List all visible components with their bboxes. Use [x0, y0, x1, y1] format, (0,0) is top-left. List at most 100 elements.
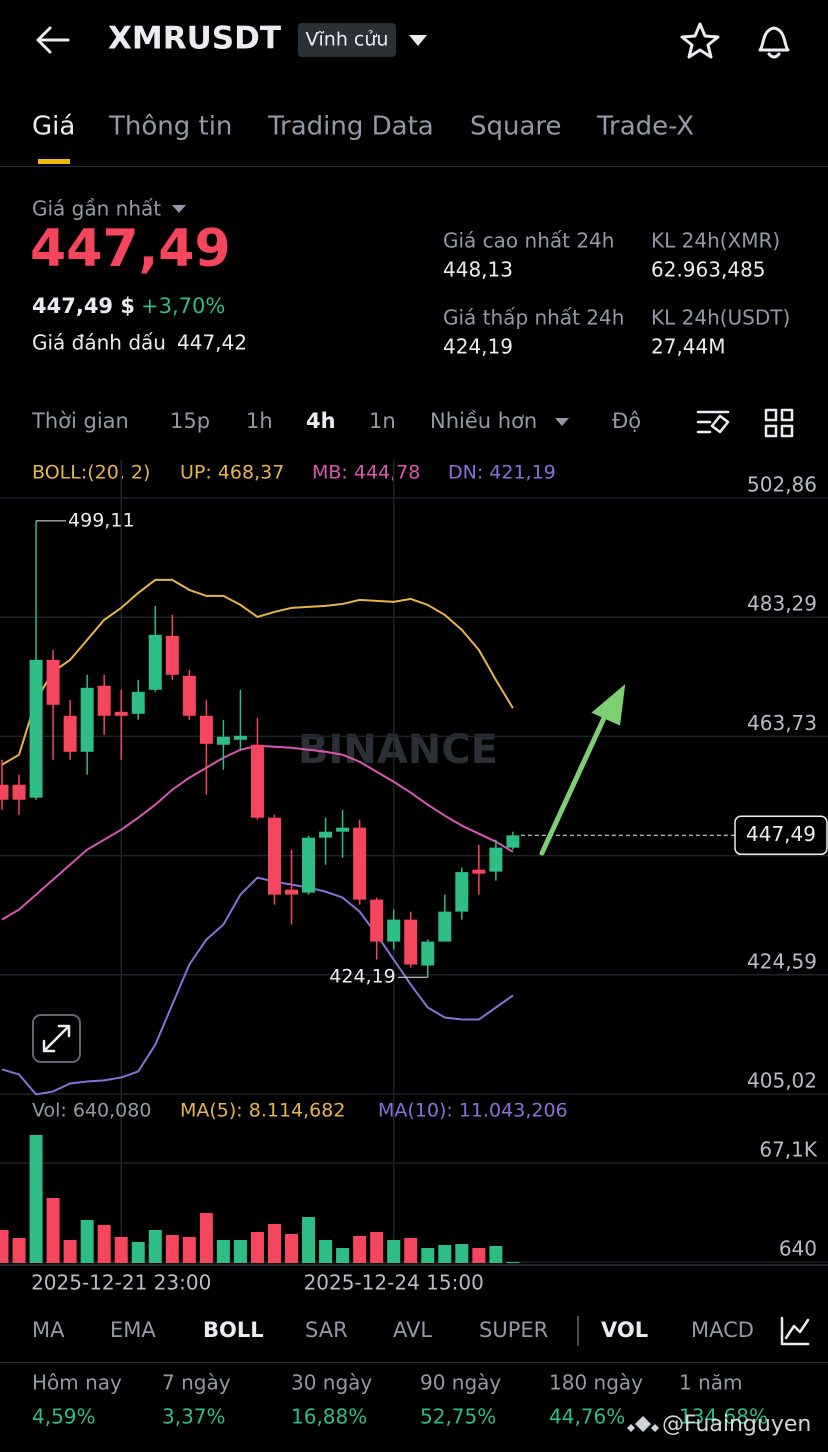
stat-value: 27,44M: [651, 335, 726, 359]
volume-bar: [148, 1229, 162, 1263]
indicator[interactable]: VOL: [601, 1318, 648, 1342]
indicator[interactable]: SAR: [305, 1318, 348, 1342]
candle-body: [336, 827, 350, 832]
stat-value: 62.963,485: [651, 258, 766, 282]
candle-body: [489, 847, 503, 872]
dropdown[interactable]: [409, 35, 427, 46]
candle-body: [472, 869, 486, 874]
price-label: Giá gần nhất: [32, 197, 161, 221]
stat-value: 448,13: [443, 258, 513, 282]
tab-indicator: [38, 159, 70, 164]
mark-label: Giá đánh dấu: [32, 331, 166, 355]
volume-bar: [233, 1239, 247, 1263]
y-tick-label: 67,1K: [759, 1138, 818, 1162]
volume-bar: [421, 1247, 435, 1263]
y-tick-label: 463,73: [747, 711, 817, 735]
candle-body: [29, 659, 43, 798]
y-tick-label: 424,59: [747, 949, 817, 973]
timeframe[interactable]: Độ: [612, 409, 641, 433]
indicator[interactable]: AVL: [393, 1318, 432, 1342]
candle-body: [165, 635, 179, 675]
volume-bar: [302, 1216, 316, 1263]
dropdown[interactable]: [555, 418, 569, 426]
volume-bar: [387, 1239, 401, 1263]
timeframe[interactable]: 4h: [306, 409, 336, 433]
volume-bar: [0, 1229, 9, 1263]
favorite[interactable]: [680, 22, 720, 59]
indicator[interactable]: MA: [32, 1318, 65, 1342]
volume-bar: [336, 1247, 350, 1263]
divider: [0, 1362, 828, 1363]
timeframe[interactable]: Nhiều hơn: [430, 409, 537, 433]
candle-body: [438, 911, 452, 942]
volume-bar: [319, 1239, 333, 1263]
indicator[interactable]: EMA: [110, 1318, 156, 1342]
tab[interactable]: Trade-X: [596, 112, 694, 142]
dropdown[interactable]: [172, 205, 186, 213]
period-label: 180 ngày: [549, 1371, 643, 1395]
stat-label: KL 24h(USDT): [651, 306, 790, 330]
timeframe[interactable]: 1n: [369, 409, 396, 433]
stat-label: Giá cao nhất 24h: [443, 229, 614, 253]
stat-label: KL 24h(XMR): [651, 229, 780, 253]
indicator[interactable]: MACD: [691, 1318, 754, 1342]
period-label: 7 ngày: [162, 1371, 231, 1395]
candle-body: [131, 691, 145, 714]
change: +3,70%: [141, 294, 225, 318]
layout[interactable]: [764, 408, 794, 438]
boll-line: [1, 876, 514, 1096]
candle-body: [285, 889, 299, 895]
badge[interactable]: Vĩnh cửu: [306, 29, 389, 51]
plot: 405,02424,59444,16463,73483,29502,866406…: [0, 460, 828, 1295]
stat-label: Giá thấp nhất 24h: [443, 306, 624, 330]
alerts[interactable]: [758, 26, 790, 59]
period-label: 30 ngày: [291, 1371, 372, 1395]
volume-bar: [165, 1234, 179, 1263]
candle-body: [114, 711, 128, 716]
watermark: @Fuainguyen: [662, 1412, 811, 1437]
candle-body: [455, 872, 469, 912]
y-tick-label: 483,29: [747, 592, 817, 616]
volume-bar: [285, 1233, 299, 1263]
timeframe[interactable]: 15p: [170, 409, 210, 433]
volume-bar: [267, 1223, 281, 1263]
last-price-box: [734, 815, 828, 856]
volume-bar: [506, 1262, 520, 1264]
back-button[interactable]: [36, 26, 70, 54]
last-price-label: 447,49: [746, 822, 816, 846]
tab[interactable]: Square: [470, 112, 562, 142]
period-label: Hôm nay: [32, 1371, 122, 1395]
candle-body: [421, 941, 435, 966]
chart-watermark: BINANCE: [298, 727, 498, 773]
candle-body: [353, 827, 367, 900]
candle-body: [216, 736, 230, 745]
candle-body: [404, 919, 418, 965]
candle-body: [233, 735, 247, 740]
period-value: 134,68%: [679, 1405, 768, 1429]
candle-body: [46, 659, 60, 705]
period-label: 1 năm: [679, 1371, 743, 1395]
legend-item: MB: 444,78: [312, 462, 420, 484]
period-value: 3,37%: [162, 1405, 226, 1429]
tab[interactable]: Thông tin: [108, 112, 232, 142]
timeframe[interactable]: 1h: [246, 409, 273, 433]
tabs: Giá Thông tin Trading Data Square Trade-…: [32, 112, 694, 142]
boll-legend: BOLL:(20, 2) UP: 468,37 MB: 444,78 DN: 4…: [32, 462, 556, 484]
tab[interactable]: Trading Data: [267, 112, 434, 142]
candle-body: [199, 715, 213, 744]
drawing-tool[interactable]: [780, 1316, 810, 1346]
indicator[interactable]: BOLL: [203, 1318, 264, 1342]
candle-body: [302, 837, 316, 893]
timeframe: Thời gian: [31, 409, 129, 433]
indicator[interactable]: SUPER: [479, 1318, 548, 1342]
volume-bar: [216, 1239, 230, 1263]
tab[interactable]: Giá: [32, 112, 75, 142]
settings[interactable]: [696, 410, 730, 434]
y-tick-label: 405,02: [747, 1069, 817, 1093]
candle-body: [267, 817, 281, 895]
low-label: 424,19: [329, 966, 395, 988]
volume-bar: [182, 1237, 196, 1263]
expand-button[interactable]: [32, 1014, 81, 1063]
stat-value: 424,19: [443, 335, 513, 359]
